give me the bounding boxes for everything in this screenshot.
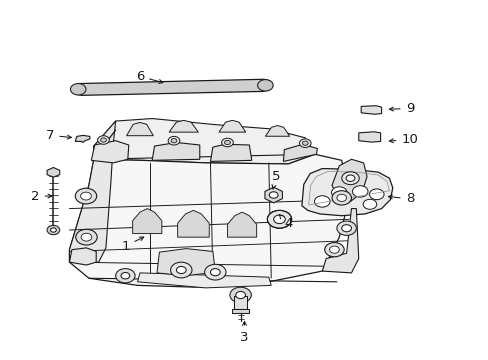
- Text: 8: 8: [387, 193, 413, 206]
- Polygon shape: [157, 249, 215, 276]
- Circle shape: [116, 269, 135, 283]
- Circle shape: [331, 187, 346, 198]
- Circle shape: [269, 192, 278, 198]
- Polygon shape: [233, 296, 247, 309]
- Circle shape: [76, 229, 97, 245]
- Text: 5: 5: [271, 170, 280, 189]
- Polygon shape: [94, 118, 314, 164]
- Circle shape: [267, 210, 291, 228]
- Circle shape: [329, 246, 339, 253]
- Circle shape: [81, 192, 91, 200]
- Circle shape: [336, 194, 346, 202]
- Polygon shape: [137, 273, 271, 288]
- Polygon shape: [69, 154, 348, 287]
- Polygon shape: [152, 143, 200, 160]
- Polygon shape: [126, 122, 153, 136]
- Circle shape: [224, 140, 230, 145]
- Text: 3: 3: [240, 321, 248, 344]
- Circle shape: [229, 287, 251, 303]
- Polygon shape: [322, 208, 358, 273]
- Circle shape: [314, 196, 329, 207]
- Circle shape: [346, 175, 354, 181]
- Polygon shape: [132, 208, 162, 234]
- Text: 10: 10: [388, 133, 417, 146]
- Circle shape: [363, 199, 376, 209]
- Polygon shape: [231, 309, 249, 313]
- Circle shape: [257, 80, 273, 91]
- Text: 6: 6: [136, 70, 163, 84]
- Circle shape: [75, 188, 97, 204]
- Circle shape: [369, 189, 383, 200]
- Polygon shape: [283, 144, 317, 161]
- Circle shape: [352, 186, 367, 197]
- Circle shape: [101, 138, 106, 142]
- Text: 9: 9: [388, 102, 413, 115]
- Circle shape: [168, 136, 180, 145]
- Circle shape: [235, 292, 245, 298]
- Polygon shape: [331, 159, 366, 202]
- Polygon shape: [265, 126, 289, 136]
- Polygon shape: [361, 106, 381, 114]
- Circle shape: [47, 225, 60, 235]
- Circle shape: [324, 243, 344, 257]
- Polygon shape: [75, 135, 90, 143]
- Circle shape: [50, 228, 56, 232]
- Polygon shape: [177, 210, 209, 237]
- Circle shape: [299, 139, 310, 148]
- Polygon shape: [73, 79, 272, 95]
- Circle shape: [341, 225, 351, 232]
- Polygon shape: [69, 121, 116, 262]
- Circle shape: [81, 233, 92, 241]
- Circle shape: [176, 266, 186, 274]
- Circle shape: [341, 172, 359, 185]
- Circle shape: [204, 264, 225, 280]
- Polygon shape: [169, 120, 198, 132]
- Text: 1: 1: [121, 237, 143, 253]
- Circle shape: [171, 139, 177, 143]
- Polygon shape: [301, 168, 392, 216]
- Circle shape: [210, 269, 220, 276]
- Circle shape: [170, 262, 192, 278]
- Polygon shape: [264, 187, 282, 203]
- Polygon shape: [210, 144, 251, 161]
- Polygon shape: [227, 212, 256, 237]
- Circle shape: [336, 221, 356, 235]
- Text: 2: 2: [31, 190, 52, 203]
- Circle shape: [70, 84, 86, 95]
- Text: 7: 7: [46, 129, 71, 142]
- Circle shape: [121, 273, 129, 279]
- Circle shape: [98, 136, 109, 144]
- Polygon shape: [47, 167, 60, 177]
- Circle shape: [302, 141, 307, 145]
- Polygon shape: [358, 132, 380, 142]
- Text: 4: 4: [279, 215, 292, 230]
- Polygon shape: [219, 120, 245, 132]
- Polygon shape: [69, 248, 96, 265]
- Circle shape: [221, 138, 233, 147]
- Circle shape: [331, 191, 351, 205]
- Polygon shape: [91, 141, 128, 163]
- Circle shape: [273, 215, 285, 224]
